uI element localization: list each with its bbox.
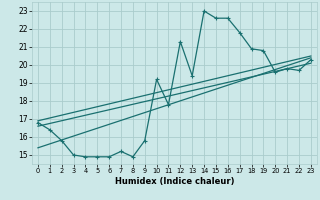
X-axis label: Humidex (Indice chaleur): Humidex (Indice chaleur) — [115, 177, 234, 186]
